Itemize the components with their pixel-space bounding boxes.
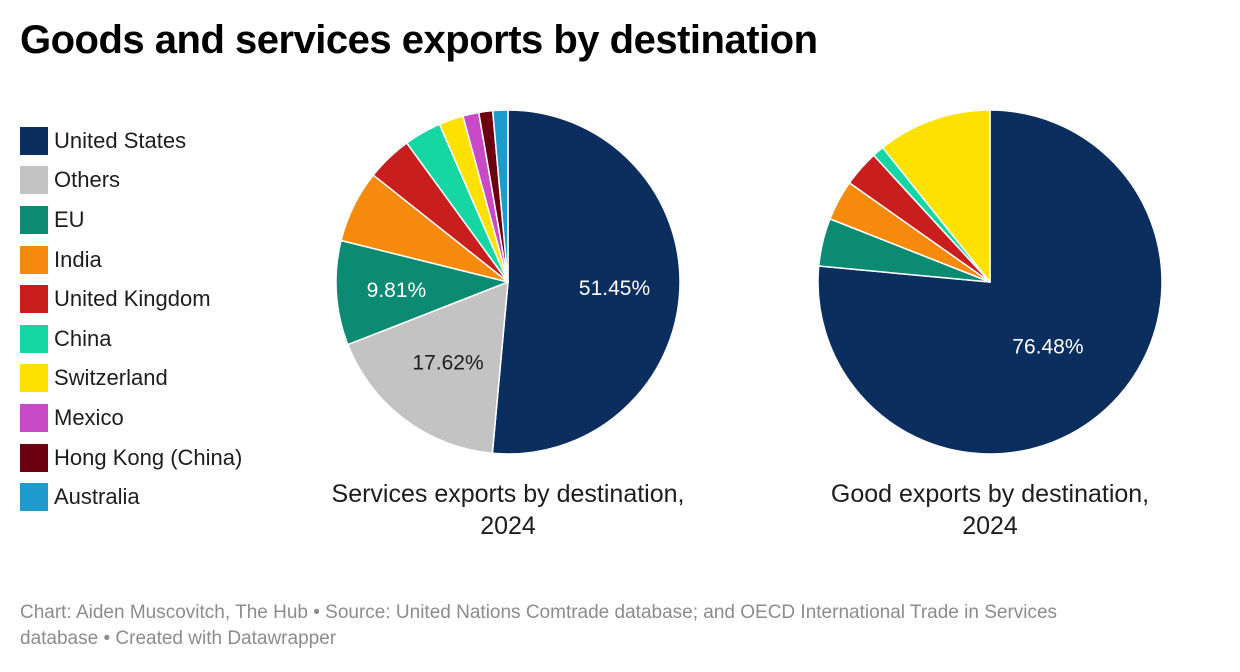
- legend-item: Australia: [20, 477, 242, 517]
- pie-data-label: 76.48%: [1012, 336, 1083, 359]
- chart-footer: Chart: Aiden Muscovitch, The Hub • Sourc…: [20, 600, 1220, 652]
- legend-item: India: [20, 240, 242, 280]
- legend-item: Others: [20, 161, 242, 201]
- pie-slice-eu: [335, 239, 509, 346]
- legend-swatch: [20, 443, 48, 472]
- goods-pie-caption: Good exports by destination, 2024: [750, 478, 1230, 542]
- services-caption-line2: 2024: [480, 512, 536, 540]
- legend-item: United States: [20, 121, 242, 161]
- legend-item: EU: [20, 200, 242, 240]
- goods-caption-line2: 2024: [962, 512, 1018, 540]
- chart-title: Goods and services exports by destinatio…: [20, 18, 818, 62]
- goods-pie: 76.48%: [817, 109, 1163, 455]
- legend-label: Mexico: [54, 404, 124, 430]
- pie-data-label: 17.62%: [412, 352, 483, 375]
- services-pie: 51.45% 17.62% 9.81%: [335, 109, 681, 455]
- legend-swatch: [20, 245, 48, 274]
- legend-label: India: [54, 246, 102, 272]
- legend-swatch: [20, 364, 48, 393]
- legend-item: Mexico: [20, 398, 242, 438]
- legend-swatch: [20, 205, 48, 234]
- legend-label: Australia: [54, 484, 140, 510]
- legend-swatch: [20, 403, 48, 432]
- services-caption-line1: Services exports by destination,: [331, 480, 685, 508]
- legend-label: EU: [54, 206, 85, 232]
- legend-label: Hong Kong (China): [54, 444, 243, 470]
- footer-credit-line2: database • Created with Datawrapper: [20, 628, 337, 649]
- legend-swatch: [20, 126, 48, 155]
- legend-label: China: [54, 325, 112, 351]
- pie-slice-others: [347, 281, 509, 455]
- pie-slice-australia: [491, 109, 509, 283]
- legend-label: United Kingdom: [54, 286, 211, 312]
- legend-swatch: [20, 285, 48, 314]
- legend-swatch: [20, 166, 48, 195]
- legend-item: Switzerland: [20, 359, 242, 399]
- legend-label: Others: [54, 167, 121, 193]
- legend-label: United States: [54, 127, 187, 153]
- goods-caption-line1: Good exports by destination,: [830, 480, 1150, 508]
- legend-swatch: [20, 483, 48, 512]
- legend-swatch: [20, 324, 48, 353]
- pie-slice-switzerland: [881, 109, 991, 283]
- pie-data-label: 51.45%: [579, 277, 650, 300]
- legend-label: Switzerland: [54, 365, 168, 391]
- pie-data-label: 9.81%: [367, 279, 427, 302]
- pie-slice-united-states: [491, 109, 681, 455]
- footer-credit-line1: Chart: Aiden Muscovitch, The Hub • Sourc…: [20, 602, 1058, 623]
- legend: United States Others EU India United Kingdom…: [20, 121, 242, 517]
- legend-item: Hong Kong (China): [20, 438, 242, 478]
- legend-item: United Kingdom: [20, 279, 242, 319]
- legend-item: China: [20, 319, 242, 359]
- services-pie-caption: Services exports by destination, 2024: [268, 478, 748, 542]
